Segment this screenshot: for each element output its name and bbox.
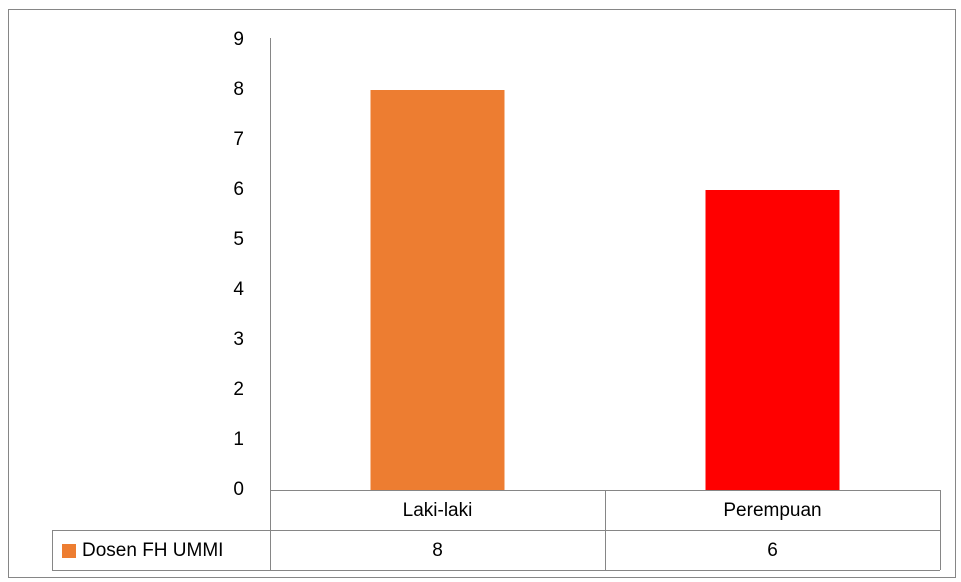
y-tick-label: 2 xyxy=(233,379,244,400)
bar xyxy=(370,90,505,490)
x-tick-label: Perempuan xyxy=(723,500,821,521)
y-tick-label: 0 xyxy=(233,479,244,500)
y-tick-label: 5 xyxy=(233,229,244,250)
y-tick-label: 1 xyxy=(233,429,244,450)
legend-label: Dosen FH UMMI xyxy=(82,540,223,561)
legend-key xyxy=(62,544,76,558)
y-tick-label: 7 xyxy=(233,129,244,150)
y-tick-label: 8 xyxy=(233,79,244,100)
y-tick-label: 6 xyxy=(233,179,244,200)
x-tick-label: Laki-laki xyxy=(403,500,473,521)
y-tick-label: 9 xyxy=(233,29,244,50)
table-value: 8 xyxy=(432,540,443,561)
y-tick-label: 3 xyxy=(233,329,244,350)
y-tick-label: 4 xyxy=(233,279,244,300)
table-value: 6 xyxy=(767,540,778,561)
bar xyxy=(705,190,840,490)
